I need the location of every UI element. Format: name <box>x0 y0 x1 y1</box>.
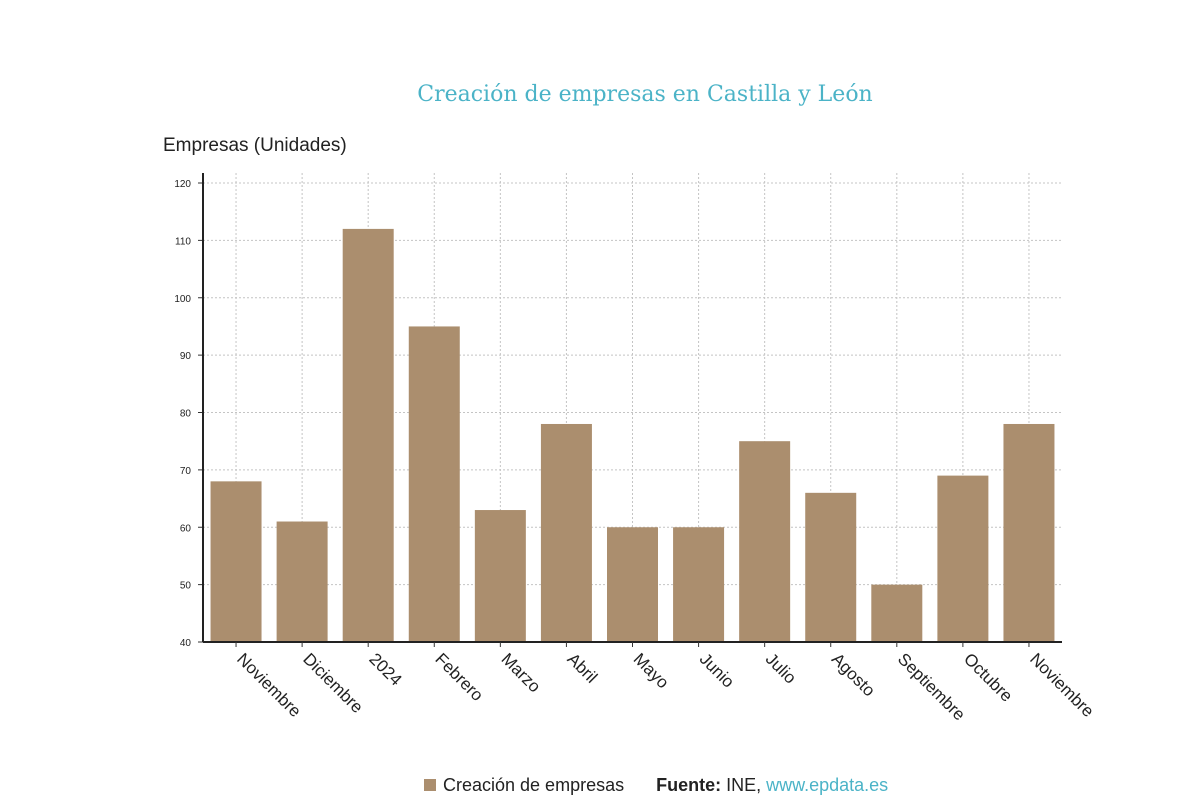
legend: Creación de empresas Fuente: INE, www.ep… <box>424 772 888 798</box>
bar <box>1003 423 1055 642</box>
x-tick-label: Noviembre <box>233 649 305 721</box>
y-tick-label: 50 <box>180 581 192 592</box>
y-tick-label: 60 <box>180 523 192 534</box>
y-axis-label: Empresas (Unidades) <box>163 135 347 156</box>
x-tick-label: Junio <box>696 649 738 691</box>
legend-swatch <box>424 779 436 791</box>
bar <box>474 510 526 642</box>
bar <box>937 475 989 642</box>
x-tick-label: Marzo <box>498 649 545 696</box>
x-tick-label: Septiembre <box>894 649 969 724</box>
y-tick-label: 120 <box>174 179 191 190</box>
source-link[interactable]: www.epdata.es <box>766 774 889 795</box>
bar <box>342 228 394 642</box>
bar <box>871 584 923 642</box>
bar <box>739 441 791 642</box>
x-tick-label: Mayo <box>630 649 673 692</box>
y-tick-label: 90 <box>180 351 192 362</box>
y-tick-label: 80 <box>180 409 192 420</box>
bar <box>408 326 460 642</box>
chart-title: Creación de empresas en Castilla y León <box>417 82 873 107</box>
bar <box>805 492 857 642</box>
y-tick-label: 100 <box>174 294 191 305</box>
bar <box>673 527 725 642</box>
x-tick-label: Febrero <box>431 649 487 705</box>
bar <box>276 521 328 642</box>
x-tick-label: Diciembre <box>299 649 367 717</box>
bar <box>540 423 592 642</box>
x-tick-label: Julio <box>762 649 800 687</box>
x-tick-label: Octubre <box>960 649 1016 705</box>
source-key: Fuente: <box>656 774 722 795</box>
x-tick-label: Abril <box>564 649 601 686</box>
x-tick-label: Agosto <box>828 649 879 700</box>
x-tick-label: Noviembre <box>1026 649 1098 721</box>
bar <box>607 527 658 642</box>
source-value: INE, <box>721 774 767 795</box>
y-tick-label: 110 <box>175 236 191 247</box>
y-tick-label: 40 <box>180 638 192 649</box>
source-label: Fuente: INE, www.epdata.es <box>656 775 888 796</box>
legend-label: Creación de empresas <box>443 774 625 795</box>
x-tick-label: 2024 <box>365 649 405 689</box>
bar <box>210 481 262 642</box>
y-tick-label: 70 <box>180 466 192 477</box>
